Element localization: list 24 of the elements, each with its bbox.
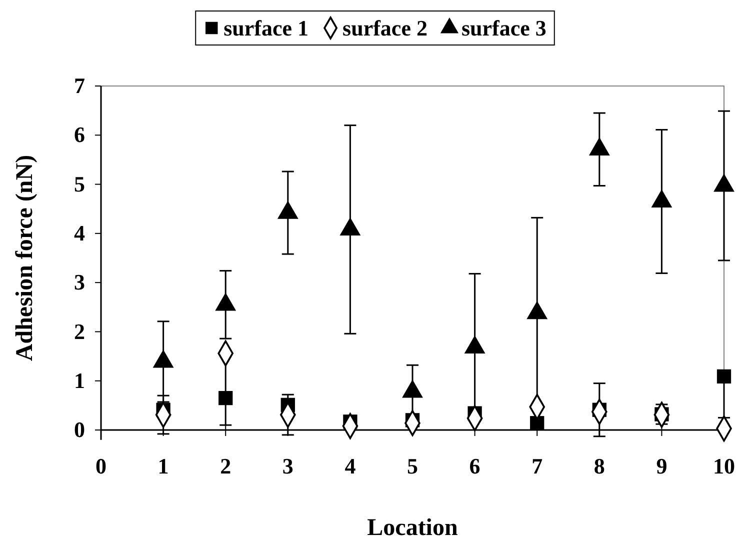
x-tick-label: 5 xyxy=(407,454,418,479)
legend-label: surface 2 xyxy=(342,16,428,41)
y-tick-label: 0 xyxy=(74,417,85,442)
y-tick-label: 7 xyxy=(74,73,85,98)
y-tick-label: 2 xyxy=(74,318,85,344)
x-tick-label: 0 xyxy=(96,454,106,479)
y-tick-label: 1 xyxy=(74,368,85,393)
y-tick-label: 4 xyxy=(74,220,85,246)
y-axis-title: Adhesion force (nN) xyxy=(12,154,38,362)
y-tick-label: 5 xyxy=(74,171,85,196)
x-tick-label: 8 xyxy=(594,454,605,479)
x-tick-label: 10 xyxy=(713,454,735,479)
x-tick-label: 7 xyxy=(532,454,543,479)
legend-label: surface 1 xyxy=(224,16,309,41)
y-tick-label: 3 xyxy=(74,270,85,295)
x-tick-label: 1 xyxy=(158,454,169,479)
legend-label: surface 3 xyxy=(461,16,546,41)
x-axis-title: Location xyxy=(367,515,458,541)
x-tick-label: 4 xyxy=(344,454,356,479)
y-tick-label: 6 xyxy=(74,122,85,148)
x-tick-label: 3 xyxy=(282,454,294,479)
x-tick-label: 2 xyxy=(220,454,232,479)
x-tick-label: 9 xyxy=(656,454,668,479)
x-tick-label: 6 xyxy=(469,454,480,479)
